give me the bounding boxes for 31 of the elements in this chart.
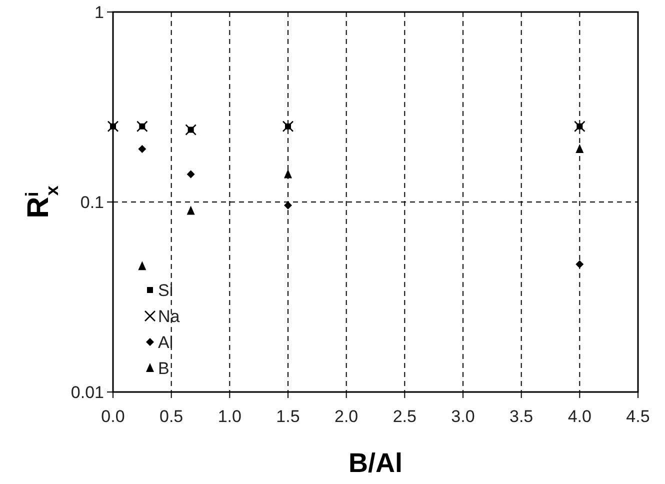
point (576, 260, 584, 268)
legend-label: Na (158, 307, 180, 326)
x-tick-label: 4.0 (568, 407, 592, 426)
legend-label: Si (158, 281, 174, 300)
point (138, 145, 146, 154)
legend-label: Al (158, 333, 174, 352)
y-tick-label: 0.01 (70, 383, 104, 402)
legend-label: B (158, 359, 170, 378)
point (136, 120, 148, 132)
x-tick-label: 1.5 (276, 407, 300, 426)
x-tick-label: 2.5 (392, 407, 416, 426)
x-tick-label: 0.0 (101, 407, 125, 426)
x-tick-label: 2.0 (334, 407, 358, 426)
y-tick-label: 0.1 (80, 193, 104, 212)
y-tick-label: 1 (94, 3, 104, 22)
point (574, 120, 586, 132)
x-tick-label: 3.5 (510, 407, 534, 426)
point (107, 120, 119, 132)
point (185, 124, 196, 136)
point (284, 201, 292, 210)
x-axis-title: B/Al (348, 448, 402, 478)
point (186, 170, 195, 178)
x-tick-label: 3.0 (451, 407, 475, 426)
point (576, 144, 584, 154)
point (186, 206, 195, 215)
point (284, 169, 292, 178)
x-tick-label: 1.0 (218, 407, 242, 426)
x-tick-label: 4.5 (626, 407, 650, 426)
point (282, 120, 294, 132)
x-tick-label: 0.5 (160, 407, 184, 426)
point (138, 261, 146, 270)
